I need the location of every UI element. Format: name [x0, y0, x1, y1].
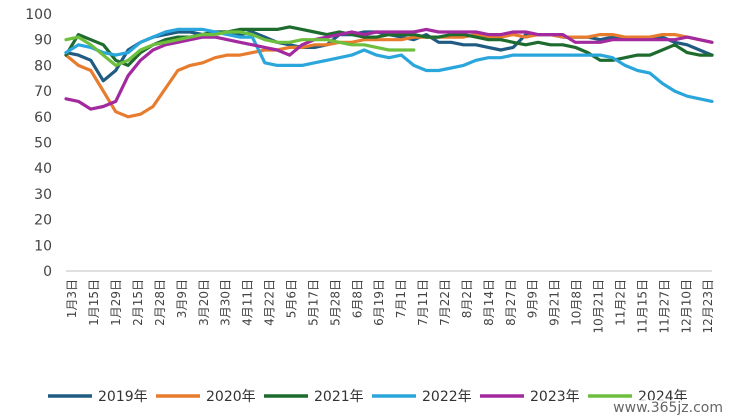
x-tick-label: 7月22日 — [438, 279, 452, 326]
y-tick-label: 10 — [34, 238, 52, 254]
x-tick-label: 9月9日 — [526, 279, 540, 318]
x-tick-label: 3月9日 — [175, 279, 189, 318]
x-tick-label: 10月21日 — [592, 279, 606, 334]
x-tick-label: 2月28日 — [153, 279, 167, 326]
y-tick-label: 60 — [34, 110, 52, 126]
x-tick-label: 8月27日 — [504, 279, 518, 326]
series-line-2024年 — [64, 30, 416, 68]
x-tick-label: 3月20日 — [197, 279, 211, 326]
watermark: www.365jz.com — [609, 400, 727, 416]
x-tick-label: 6月8日 — [350, 279, 364, 318]
series-line-2022年 — [64, 27, 714, 104]
x-tick-label: 11月2日 — [613, 279, 627, 326]
legend-label: 2022年 — [422, 389, 472, 405]
series-line-2020年 — [64, 32, 714, 119]
y-tick-label: 0 — [43, 264, 52, 280]
series-line-2021年 — [64, 25, 714, 68]
y-tick-label: 50 — [34, 136, 52, 152]
legend-label: 2019年 — [98, 389, 148, 405]
legend: 2019年 2020年 2021年 2022年 2023年 2024年 — [48, 389, 688, 405]
x-tick-label: 1月15日 — [87, 279, 101, 326]
y-axis: 0 10 20 30 40 50 60 70 80 90 100 — [25, 7, 52, 280]
legend-label: 2020年 — [206, 389, 256, 405]
x-tick-label: 5月17日 — [306, 279, 320, 326]
x-axis: 1月3日 1月15日 1月29日 2月15日 2月28日 3月9日 3月20日 3月30日 4月… — [65, 270, 715, 334]
y-tick-label: 30 — [34, 187, 52, 203]
x-tick-label: 5月6日 — [285, 279, 299, 318]
y-tick-label: 80 — [34, 58, 52, 74]
x-tick-label: 7月1日 — [394, 279, 408, 318]
x-tick-label: 4月22日 — [263, 279, 277, 326]
x-tick-label: 9月21日 — [548, 279, 562, 326]
y-tick-label: 20 — [34, 213, 52, 229]
y-tick-label: 70 — [34, 84, 52, 100]
series-layer — [64, 25, 714, 119]
x-tick-label: 7月11日 — [416, 279, 430, 326]
legend-label: 2023年 — [530, 389, 580, 405]
x-tick-label: 1月3日 — [65, 279, 79, 318]
x-tick-label: 11月15日 — [635, 279, 649, 334]
series-line-2023年 — [64, 27, 714, 111]
x-tick-label: 8月14日 — [482, 279, 496, 326]
x-tick-label: 4月11日 — [241, 279, 255, 326]
y-tick-label: 100 — [25, 7, 52, 23]
x-tick-label: 5月28日 — [328, 279, 342, 326]
x-tick-label: 3月30日 — [219, 279, 233, 326]
x-tick-label: 6月19日 — [372, 279, 386, 326]
y-tick-label: 40 — [34, 161, 52, 177]
x-tick-label: 10月8日 — [570, 279, 584, 326]
x-tick-label: 12月23日 — [701, 279, 715, 334]
x-tick-label: 11月27日 — [657, 279, 671, 334]
legend-label: 2021年 — [314, 389, 364, 405]
x-tick-label: 2月15日 — [131, 279, 145, 326]
x-tick-label: 1月29日 — [109, 279, 123, 326]
y-tick-label: 90 — [34, 33, 52, 49]
x-tick-label: 12月10日 — [679, 279, 693, 334]
x-tick-label: 8月2日 — [460, 279, 474, 318]
